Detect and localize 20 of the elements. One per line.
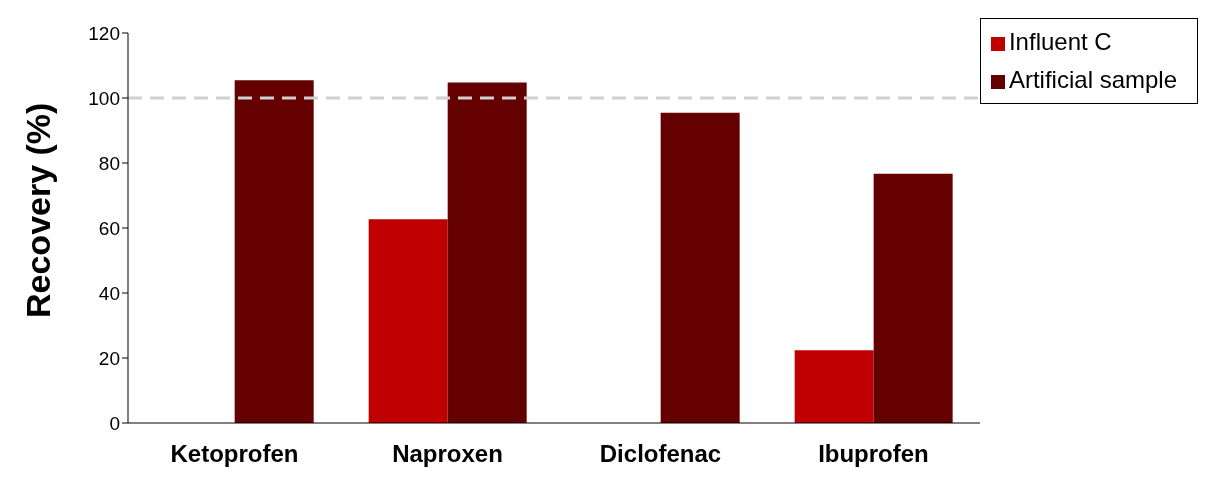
x-tick-label: Ketoprofen bbox=[170, 440, 299, 468]
x-tick-label: Naproxen bbox=[392, 440, 503, 468]
y-tick-label: 0 bbox=[109, 412, 120, 434]
y-tick-label: 100 bbox=[88, 87, 120, 109]
y-tick-label: 60 bbox=[98, 217, 120, 239]
x-tick-label: Ibuprofen bbox=[818, 440, 929, 468]
y-tick-label: 40 bbox=[98, 282, 120, 304]
legend-label: Artificial sample bbox=[1008, 66, 1177, 93]
bar bbox=[447, 82, 527, 423]
bar bbox=[660, 112, 740, 423]
bar bbox=[234, 80, 314, 423]
y-tick-label: 80 bbox=[98, 152, 120, 174]
y-tick-label: 120 bbox=[88, 22, 120, 44]
bar bbox=[794, 350, 874, 423]
y-axis-title: Recovery (%) bbox=[19, 102, 58, 318]
y-tick-label: 20 bbox=[98, 347, 120, 369]
legend-label: Influent C bbox=[1008, 28, 1112, 55]
bar bbox=[873, 173, 953, 423]
bar bbox=[368, 219, 448, 423]
x-tick-label: Diclofenac bbox=[599, 440, 722, 468]
